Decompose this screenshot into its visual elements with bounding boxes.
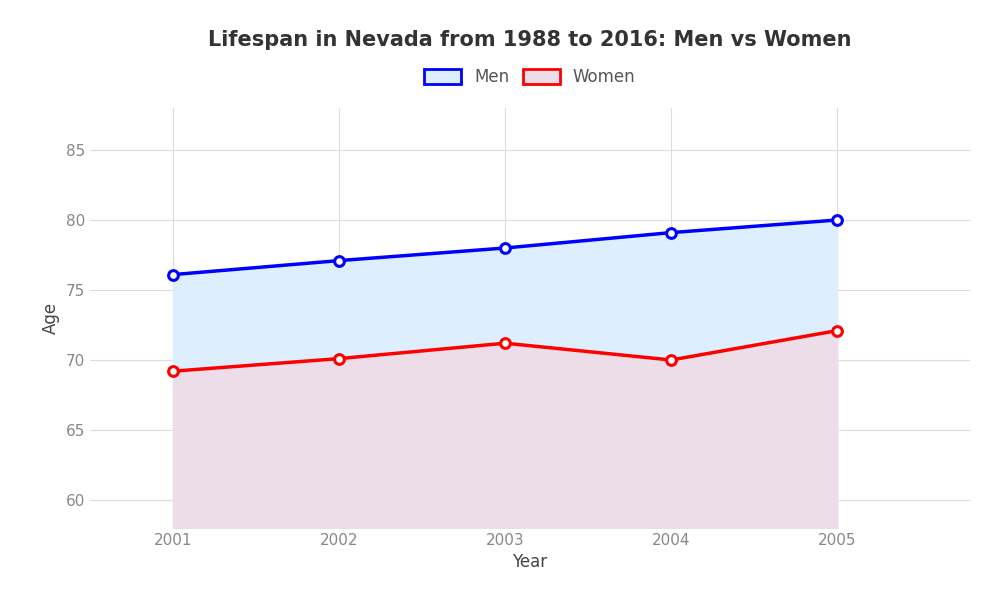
Title: Lifespan in Nevada from 1988 to 2016: Men vs Women: Lifespan in Nevada from 1988 to 2016: Me… [208,29,852,49]
Y-axis label: Age: Age [42,302,60,334]
Legend: Men, Women: Men, Women [418,62,642,93]
X-axis label: Year: Year [512,553,548,571]
